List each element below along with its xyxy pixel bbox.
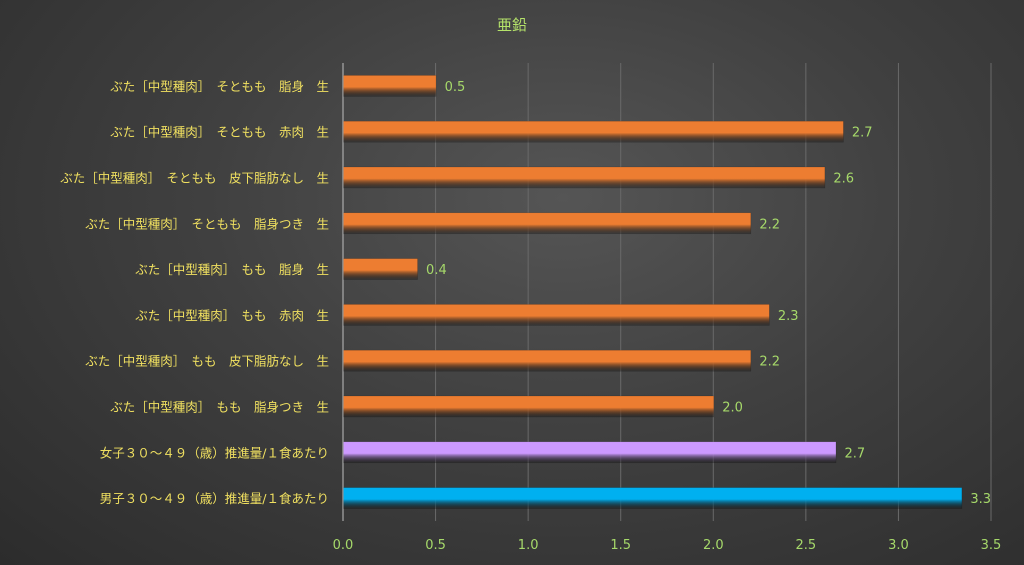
x-tick-label: 0.5 bbox=[425, 538, 446, 553]
bar bbox=[343, 75, 437, 97]
data-label: 3.3 bbox=[970, 492, 991, 507]
data-label: 2.6 bbox=[833, 172, 854, 187]
category-label: ぶた［中型種肉］ そともも 脂身 生 bbox=[110, 79, 329, 94]
data-label: 2.7 bbox=[844, 446, 865, 461]
bar bbox=[343, 349, 752, 372]
category-label: 女子３０～４９（歳）推進量/１食あたり bbox=[100, 445, 329, 460]
category-label: ぶた［中型種肉］ そともも 脂身つき 生 bbox=[85, 216, 329, 231]
data-label: 2.2 bbox=[759, 217, 780, 232]
bar bbox=[343, 120, 844, 143]
bar bbox=[343, 212, 752, 235]
x-tick-label: 3.0 bbox=[888, 538, 909, 553]
chart-title: 亜鉛 bbox=[496, 16, 527, 34]
data-label: 2.2 bbox=[759, 355, 780, 370]
x-tick-label: 2.5 bbox=[796, 538, 817, 553]
data-label: 2.0 bbox=[722, 401, 743, 416]
x-tick-label: 2.0 bbox=[703, 538, 724, 553]
category-label: 男子３０～４９（歳）推進量/１食あたり bbox=[100, 491, 329, 506]
category-label: ぶた［中型種肉］ もも 脂身つき 生 bbox=[110, 400, 329, 415]
data-label: 0.4 bbox=[426, 263, 447, 278]
bar bbox=[343, 166, 826, 189]
category-label: ぶた［中型種肉］ そともも 赤肉 生 bbox=[110, 125, 329, 140]
bar bbox=[343, 441, 837, 464]
bar bbox=[343, 304, 770, 326]
x-tick-label: 1.5 bbox=[610, 538, 631, 553]
bar bbox=[343, 395, 715, 418]
x-tick-label: 1.0 bbox=[518, 538, 539, 553]
data-label: 2.7 bbox=[852, 126, 873, 141]
x-tick-label: 3.5 bbox=[981, 538, 1002, 553]
data-label: 2.3 bbox=[778, 309, 799, 324]
category-label: ぶた［中型種肉］ もも 脂身 生 bbox=[135, 262, 329, 277]
category-label: ぶた［中型種肉］ もも 赤肉 生 bbox=[135, 308, 329, 323]
data-label: 0.5 bbox=[445, 80, 466, 95]
bar bbox=[343, 258, 418, 280]
bar bbox=[343, 487, 963, 509]
x-tick-label: 0.0 bbox=[333, 538, 354, 553]
category-label: ぶた［中型種肉］ もも 皮下脂肪なし 生 bbox=[85, 354, 329, 369]
category-label: ぶた［中型種肉］ そともも 皮下脂肪なし 生 bbox=[60, 171, 329, 186]
